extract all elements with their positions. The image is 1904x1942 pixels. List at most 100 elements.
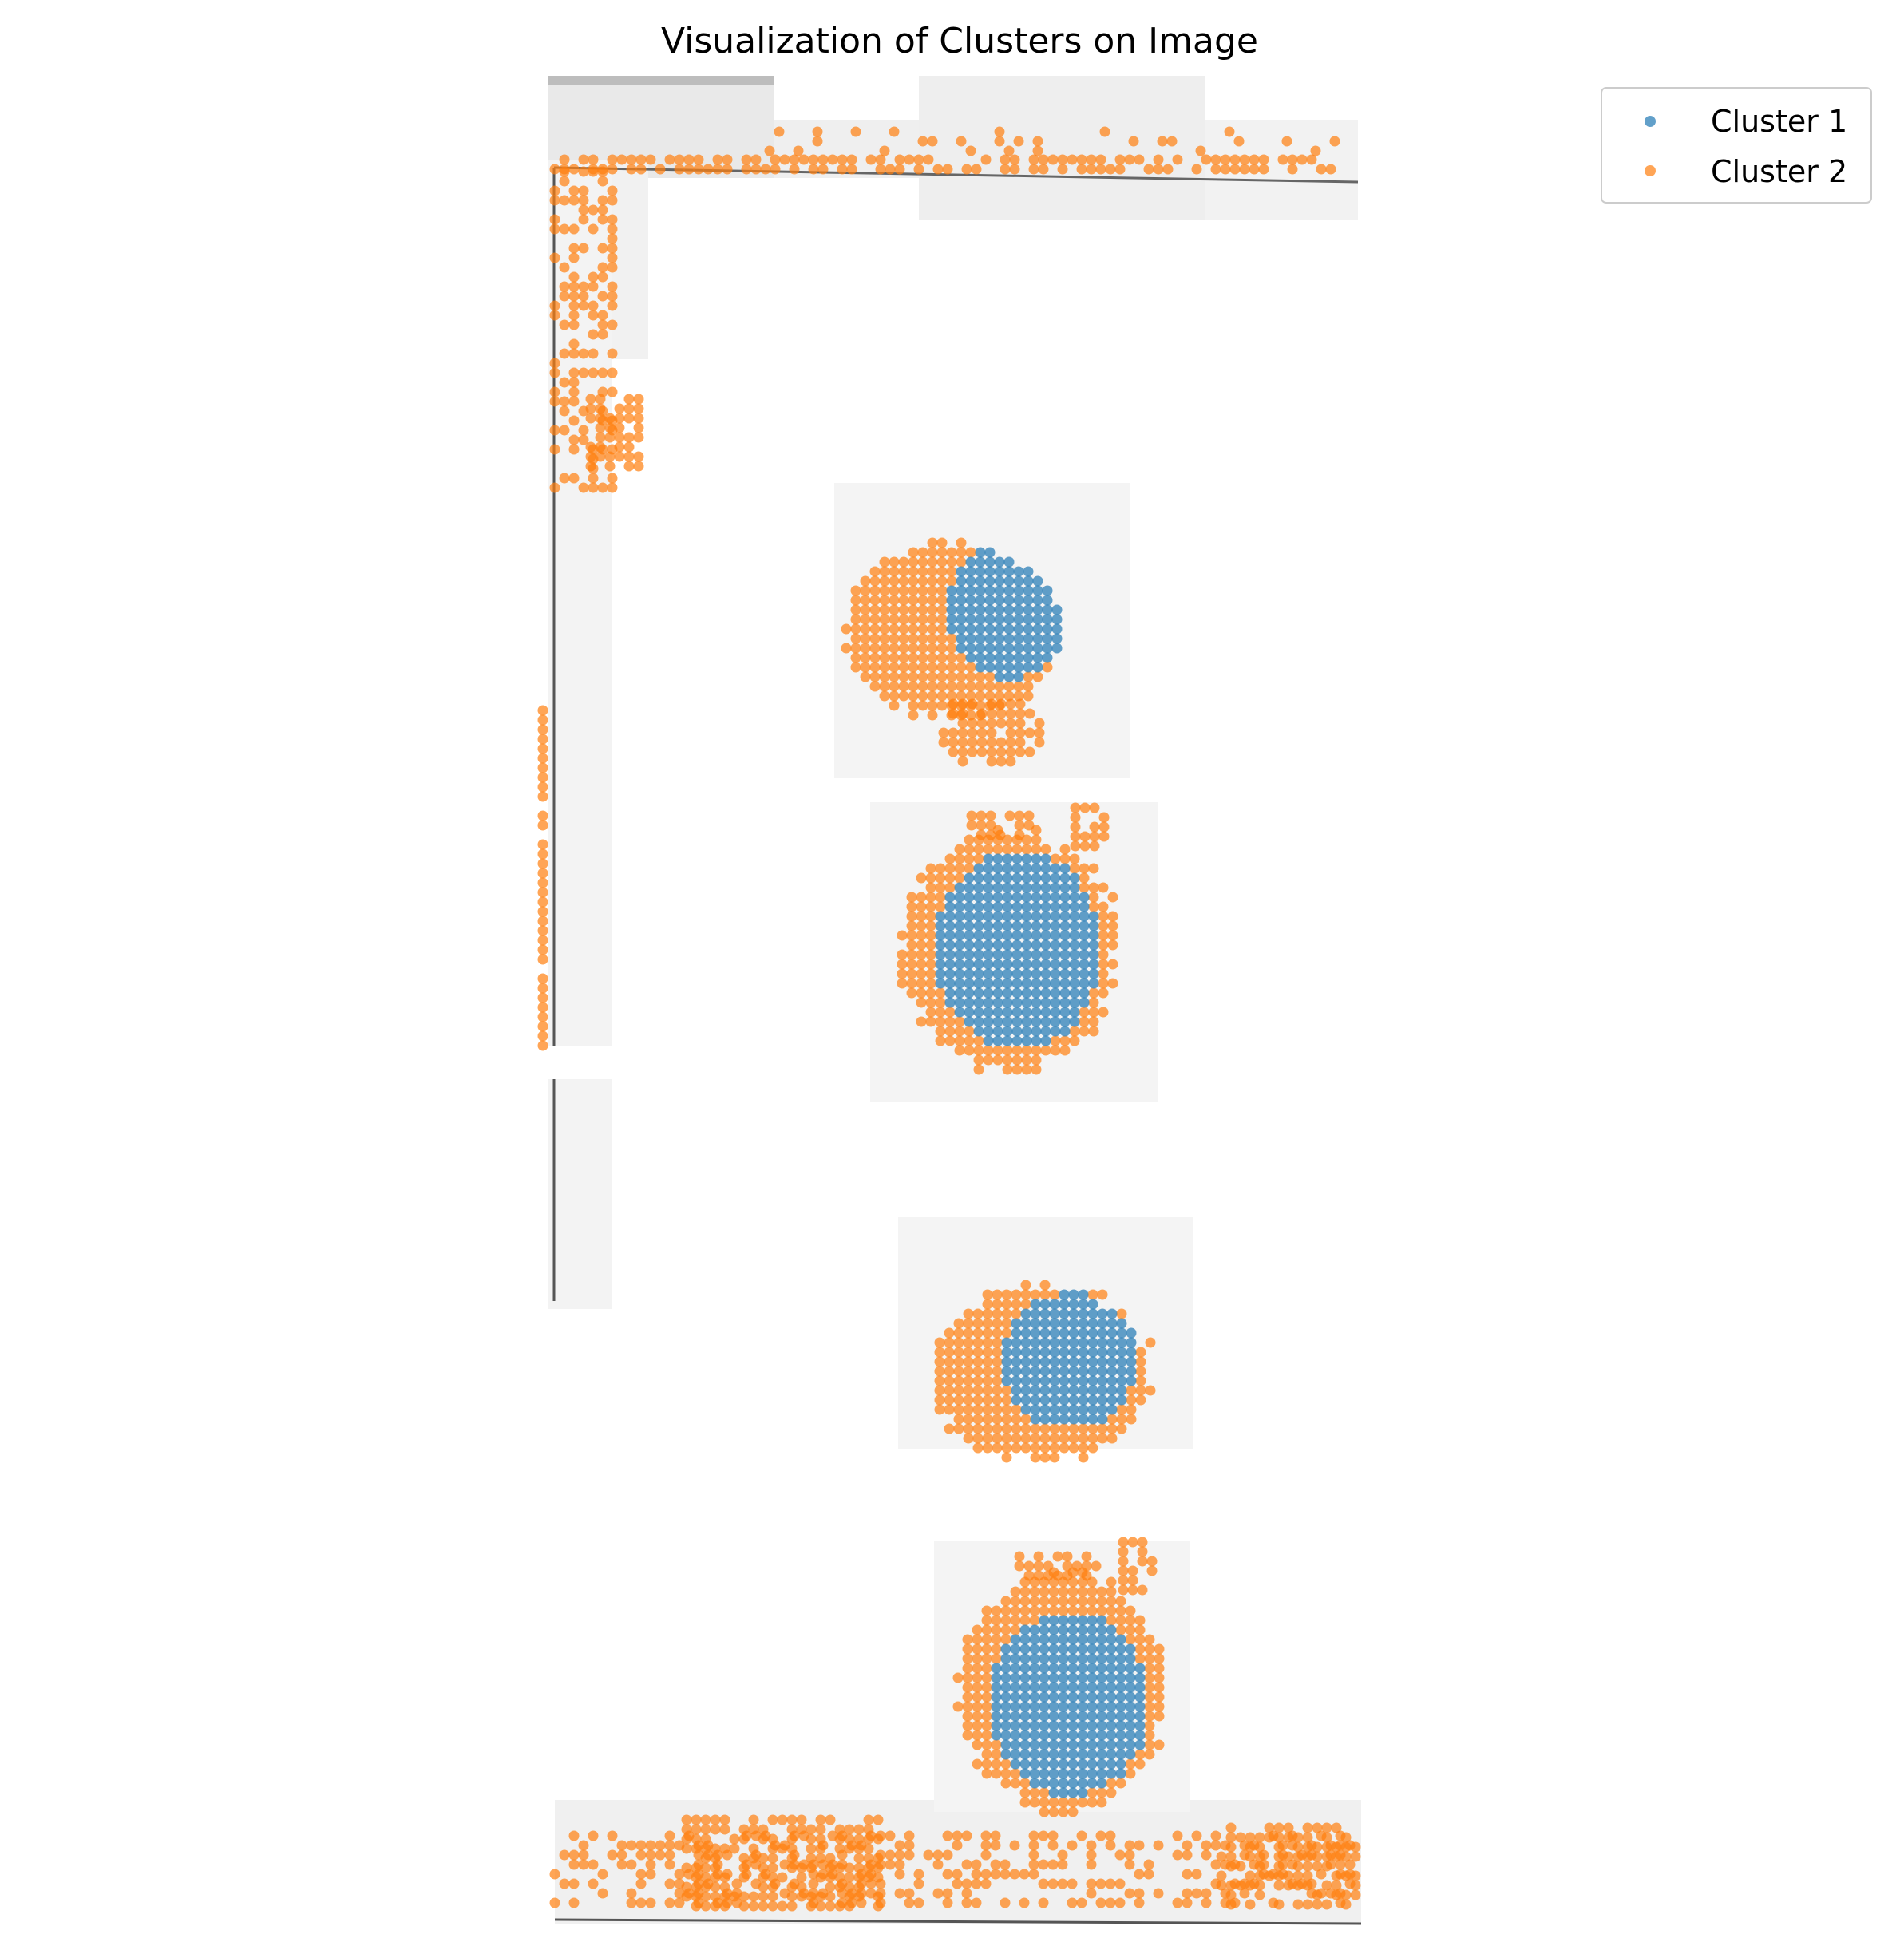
- cluster-1-point: [946, 614, 957, 625]
- cluster-2-point: [796, 1881, 807, 1893]
- cluster-1-point: [973, 1007, 984, 1018]
- cluster-1-point: [1029, 1663, 1040, 1674]
- cluster-1-point: [1029, 1730, 1040, 1741]
- cluster-2-point: [1023, 1570, 1035, 1581]
- cluster-1-point: [1011, 978, 1023, 989]
- cluster-1-point: [1003, 662, 1015, 673]
- cluster-2-point: [1019, 1897, 1030, 1908]
- cluster-1-point: [1067, 1615, 1079, 1626]
- cluster-2-point: [1098, 831, 1110, 842]
- cluster-2-point: [1126, 1394, 1137, 1406]
- legend-label-cluster-1: Cluster 1: [1711, 104, 1847, 139]
- cluster-1-point: [965, 614, 976, 625]
- cluster-2-point: [597, 262, 608, 273]
- cluster-1-point: [1032, 652, 1043, 663]
- cluster-1-point: [1010, 1758, 1021, 1770]
- cluster-2-point: [1321, 1899, 1332, 1910]
- cluster-2-point: [917, 690, 928, 702]
- cluster-2-point: [1020, 1433, 1031, 1444]
- cluster-2-point: [1020, 1299, 1031, 1310]
- cluster-2-point: [1127, 1565, 1138, 1576]
- cluster-1-point: [1023, 633, 1034, 644]
- cluster-1-point: [1010, 1663, 1021, 1674]
- cluster-2-point: [559, 262, 570, 273]
- cluster-1-point: [1059, 1394, 1070, 1406]
- cluster-1-point: [991, 1663, 1002, 1674]
- cluster-2-point: [1292, 1851, 1304, 1862]
- cluster-2-point: [976, 737, 988, 748]
- cluster-2-point: [860, 643, 871, 654]
- cluster-2-point: [927, 614, 938, 625]
- cluster-1-point: [1078, 1347, 1089, 1358]
- cluster-2-point: [963, 1375, 974, 1386]
- cluster-1-point: [1097, 1414, 1108, 1425]
- cluster-2-point: [796, 1891, 807, 1902]
- cluster-1-point: [1134, 1691, 1146, 1703]
- cluster-2-point: [982, 1423, 993, 1434]
- cluster-1-point: [1011, 987, 1023, 999]
- cluster-2-point: [957, 718, 968, 729]
- cluster-2-point: [537, 992, 548, 1003]
- cluster-2-point: [578, 1849, 589, 1861]
- cluster-1-point: [1039, 1356, 1051, 1367]
- cluster-2-point: [559, 348, 570, 359]
- cluster-2-point: [976, 810, 987, 821]
- cluster-2-point: [906, 911, 917, 922]
- cluster-1-point: [1050, 930, 1061, 941]
- cluster-2-point: [889, 643, 900, 654]
- cluster-2-point: [954, 872, 965, 884]
- cluster-1-point: [1000, 1653, 1011, 1664]
- cluster-2-point: [1107, 892, 1118, 903]
- cluster-2-point: [1011, 1045, 1023, 1056]
- cluster-2-point: [898, 566, 909, 577]
- cluster-2-point: [1126, 1385, 1137, 1396]
- cluster-2-point: [1030, 1289, 1041, 1300]
- cluster-2-point: [954, 1045, 965, 1056]
- cluster-1-point: [1106, 1347, 1118, 1358]
- cluster-1-point: [935, 949, 946, 960]
- cluster-1-point: [1068, 1318, 1079, 1329]
- cluster-2-point: [1002, 844, 1013, 855]
- cluster-2-point: [1115, 1624, 1126, 1635]
- cluster-2-point: [863, 1853, 874, 1864]
- cluster-1-point: [1059, 901, 1071, 912]
- cluster-2-point: [994, 126, 1005, 137]
- cluster-2-point: [1052, 1570, 1063, 1581]
- cluster-2-point: [1144, 1682, 1155, 1693]
- cluster-2-point: [568, 195, 580, 206]
- cluster-1-point: [1067, 1730, 1079, 1741]
- cluster-2-point: [635, 1878, 647, 1889]
- cluster-2-point: [738, 1833, 750, 1845]
- cluster-1-point: [1039, 1701, 1050, 1712]
- cluster-1-point: [1087, 1375, 1098, 1386]
- cluster-2-point: [1030, 1423, 1041, 1434]
- cluster-2-point: [585, 451, 596, 462]
- cluster-1-point: [1079, 978, 1090, 989]
- cluster-1-point: [1039, 1299, 1051, 1310]
- cluster-2-point: [1047, 1878, 1059, 1889]
- cluster-1-point: [1039, 1375, 1051, 1386]
- cluster-1-point: [991, 1711, 1002, 1722]
- cluster-2-point: [1105, 164, 1116, 175]
- cluster-2-point: [1182, 1840, 1193, 1851]
- cluster-1-point: [1050, 863, 1061, 874]
- cluster-1-point: [1067, 1778, 1079, 1789]
- cluster-1-point: [1115, 1653, 1126, 1664]
- cluster-1-point: [1002, 930, 1013, 941]
- cluster-1-point: [1050, 872, 1061, 884]
- cluster-2-point: [1069, 1035, 1080, 1046]
- cluster-2-point: [568, 1830, 580, 1841]
- cluster-1-point: [1059, 978, 1071, 989]
- cluster-2-point: [700, 1872, 711, 1883]
- cluster-2-point: [597, 482, 608, 493]
- cluster-2-point: [806, 1843, 817, 1854]
- cluster-2-point: [664, 1849, 675, 1861]
- cluster-2-point: [948, 737, 959, 748]
- cluster-2-point: [1067, 1878, 1078, 1889]
- cluster-1-point: [1039, 1615, 1050, 1626]
- cluster-2-point: [1001, 1433, 1012, 1444]
- cluster-1-point: [1087, 1347, 1098, 1358]
- cluster-2-point: [585, 403, 596, 414]
- cluster-2-point: [1116, 1414, 1127, 1425]
- cluster-1-point: [1116, 1356, 1127, 1367]
